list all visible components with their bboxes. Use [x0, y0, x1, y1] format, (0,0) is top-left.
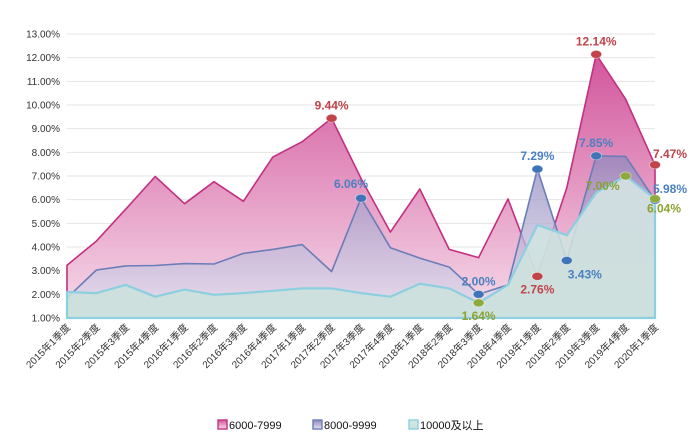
data-label: 3.43%	[568, 267, 602, 281]
data-marker	[590, 151, 603, 161]
data-label: 1.64%	[462, 309, 496, 323]
data-marker	[472, 289, 485, 299]
y-tick-label: 4.00%	[32, 243, 60, 254]
legend-item: 8000-9999	[312, 419, 377, 432]
data-label: 7.47%	[653, 147, 687, 161]
data-marker	[531, 271, 544, 281]
data-marker	[649, 194, 661, 204]
data-marker	[590, 49, 603, 59]
y-tick-label: 5.00%	[32, 219, 60, 230]
data-label: 6.04%	[647, 202, 681, 216]
x-axis: 2015年1季度2015年2季度2015年3季度2015年4季度2016年1季度…	[23, 321, 661, 371]
data-marker	[472, 298, 485, 308]
data-label: 6.06%	[334, 177, 368, 191]
y-tick-label: 6.00%	[32, 195, 60, 206]
data-label: 5.98%	[653, 182, 687, 196]
legend-label: 8000-9999	[324, 420, 377, 432]
legend-label: 6000-7999	[229, 420, 282, 432]
data-label: 9.44%	[315, 98, 349, 112]
data-label: 2.76%	[520, 282, 554, 296]
series-line-6000-7999	[66, 53, 656, 318]
legend: 6000-7999 8000-9999 10000及以上	[217, 419, 484, 432]
legend-item: 6000-7999	[217, 419, 282, 432]
y-axis: 1.00% 2.00% 3.00% 4.00% 5.00% 6.00% 7.00% 8.00%…	[26, 30, 60, 325]
legend-label: 10000及以上	[420, 419, 484, 432]
y-tick-label: 10.00%	[26, 101, 60, 112]
legend-swatch	[312, 419, 323, 430]
legend-swatch	[408, 419, 419, 430]
data-markers	[325, 49, 661, 308]
data-marker	[531, 164, 544, 174]
y-tick-label: 1.00%	[32, 314, 60, 325]
data-marker	[649, 160, 661, 170]
area-fill-8000-9999	[67, 155, 655, 318]
area-fill-10000及以上	[67, 176, 655, 318]
data-marker	[619, 171, 632, 181]
y-tick-label: 13.00%	[26, 30, 60, 41]
y-tick-label: 2.00%	[32, 290, 60, 301]
data-labels: 9.44% 2.76% 12.14% 7.47% 6.06% 2.00% 7.29% 3.43…	[315, 34, 688, 323]
legend-swatch	[217, 419, 228, 430]
y-tick-label: 11.00%	[27, 77, 60, 88]
data-label: 2.00%	[462, 274, 496, 288]
data-marker	[355, 193, 367, 203]
series-line-10000及以上	[65, 174, 657, 320]
y-tick-label: 8.00%	[32, 148, 60, 159]
legend-item: 10000及以上	[408, 419, 484, 432]
data-label: 7.29%	[520, 149, 554, 163]
data-marker	[325, 113, 338, 123]
y-tick-label: 3.00%	[32, 266, 60, 277]
y-tick-label: 7.00%	[32, 172, 60, 183]
y-tick-label: 9.00%	[32, 124, 60, 135]
data-label: 7.00%	[586, 179, 620, 193]
area-fill-6000-7999	[67, 54, 655, 319]
y-tick-label: 12.00%	[26, 53, 60, 64]
data-marker	[560, 256, 573, 265]
data-label: 12.14%	[576, 34, 617, 48]
data-label: 7.85%	[579, 136, 613, 150]
series-areas	[65, 53, 657, 320]
